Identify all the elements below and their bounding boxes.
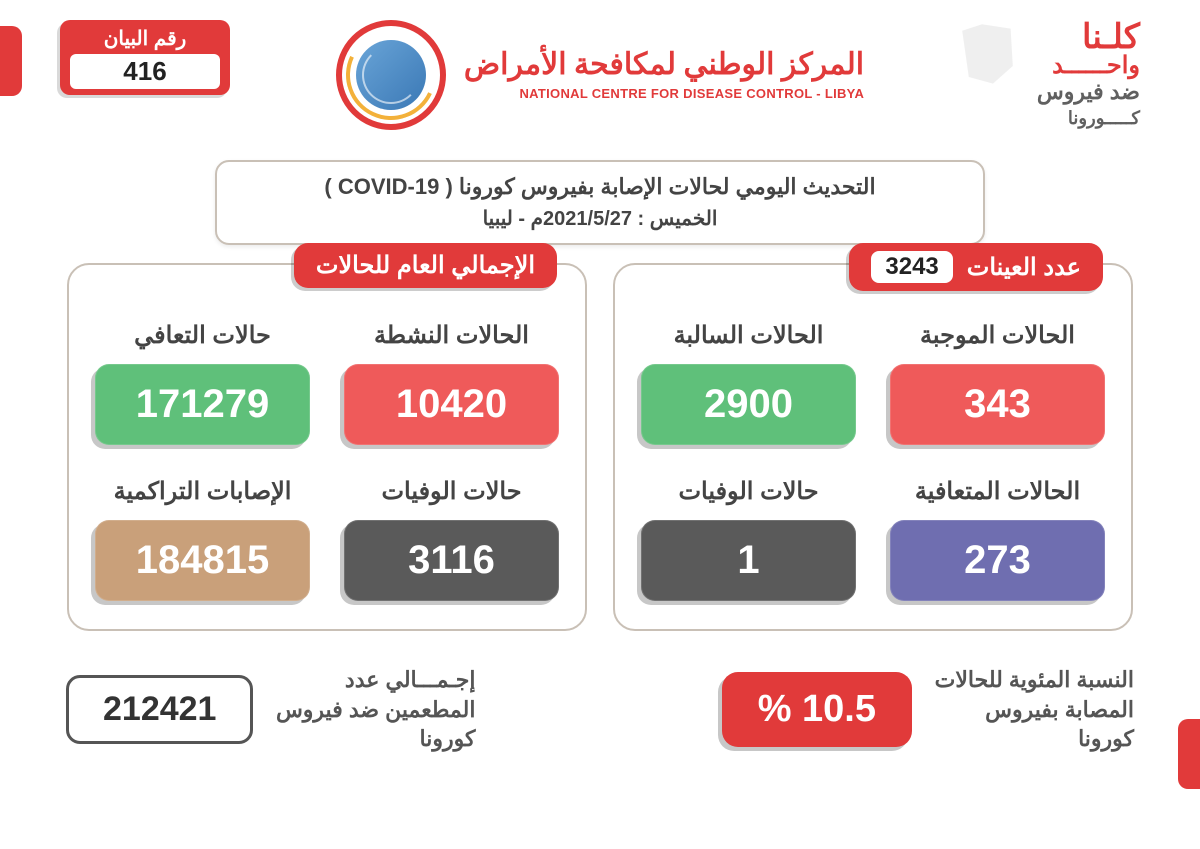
stat-label: حالات الوفيات [344, 477, 559, 506]
stat-label: الحالات المتعافية [890, 477, 1105, 506]
percentage-label: النسبة المئوية للحالات المصابة بفيروس كو… [934, 665, 1134, 754]
accent-bottom-right [1178, 719, 1200, 789]
org-logo-block: المركز الوطني لمكافحة الأمراض NATIONAL C… [336, 20, 864, 130]
stat-value: 273 [890, 520, 1105, 601]
stat-card: الإصابات التراكمية 184815 [95, 477, 310, 601]
totals-panel: الإجمالي العام للحالات الحالات النشطة104… [67, 263, 587, 631]
stat-value: 1 [641, 520, 856, 601]
stat-label: الحالات النشطة [344, 321, 559, 350]
totals-label: الإجمالي العام للحالات [316, 251, 535, 280]
accent-top-left [0, 26, 22, 96]
samples-value: 3243 [871, 251, 952, 283]
statement-number: 416 [70, 54, 220, 89]
stat-label: حالات التعافي [95, 321, 310, 350]
org-name-arabic: المركز الوطني لمكافحة الأمراض [464, 50, 864, 80]
stat-card: الحالات النشطة 10420 [344, 321, 559, 445]
stat-value: 184815 [95, 520, 310, 601]
stat-card: حالات الوفيات 1 [641, 477, 856, 601]
title-sub: الخميس : 2021/5/27م - ليبيا [245, 206, 955, 231]
campaign-slogan: كلـنا واحــــــد ضد فيروس كـــــورونا [970, 20, 1140, 130]
title-main: التحديث اليومي لحالات الإصابة بفيروس كور… [245, 174, 955, 200]
org-logo-icon [336, 20, 446, 130]
stat-value: 10420 [344, 364, 559, 445]
stat-value: 3116 [344, 520, 559, 601]
vaccinated-block: إجـمـــالي عدد المطعمين ضد فيروس كورونا … [66, 665, 475, 754]
percentage-value: % 10.5 [722, 672, 912, 747]
daily-panel-header: عدد العينات 3243 [849, 243, 1103, 291]
title-box: التحديث اليومي لحالات الإصابة بفيروس كور… [215, 160, 985, 245]
samples-label: عدد العينات [967, 253, 1081, 282]
stat-value: 343 [890, 364, 1105, 445]
stat-value: 171279 [95, 364, 310, 445]
daily-panel: عدد العينات 3243 الحالات الموجبة343الحال… [613, 263, 1133, 631]
stat-card: حالات التعافي 171279 [95, 321, 310, 445]
statement-label: رقم البيان [70, 26, 220, 51]
vaccinated-label: إجـمـــالي عدد المطعمين ضد فيروس كورونا [275, 665, 475, 754]
stat-label: حالات الوفيات [641, 477, 856, 506]
statement-number-box: رقم البيان 416 [60, 20, 230, 95]
stat-label: الإصابات التراكمية [95, 477, 310, 506]
stat-label: الحالات السالبة [641, 321, 856, 350]
campaign-line4: كـــــورونا [970, 107, 1140, 130]
stat-card: الحالات الموجبة 343 [890, 321, 1105, 445]
stat-card: حالات الوفيات 3116 [344, 477, 559, 601]
org-name-english: NATIONAL CENTRE FOR DISEASE CONTROL - LI… [464, 86, 864, 101]
stat-label: الحالات الموجبة [890, 321, 1105, 350]
header: كلـنا واحــــــد ضد فيروس كـــــورونا ال… [60, 20, 1140, 150]
totals-panel-header: الإجمالي العام للحالات [294, 243, 557, 288]
stat-card: الحالات المتعافية 273 [890, 477, 1105, 601]
percentage-block: النسبة المئوية للحالات المصابة بفيروس كو… [722, 665, 1134, 754]
stat-card: الحالات السالبة 2900 [641, 321, 856, 445]
libya-map-icon [960, 20, 1015, 90]
stat-value: 2900 [641, 364, 856, 445]
vaccinated-value: 212421 [66, 675, 253, 744]
